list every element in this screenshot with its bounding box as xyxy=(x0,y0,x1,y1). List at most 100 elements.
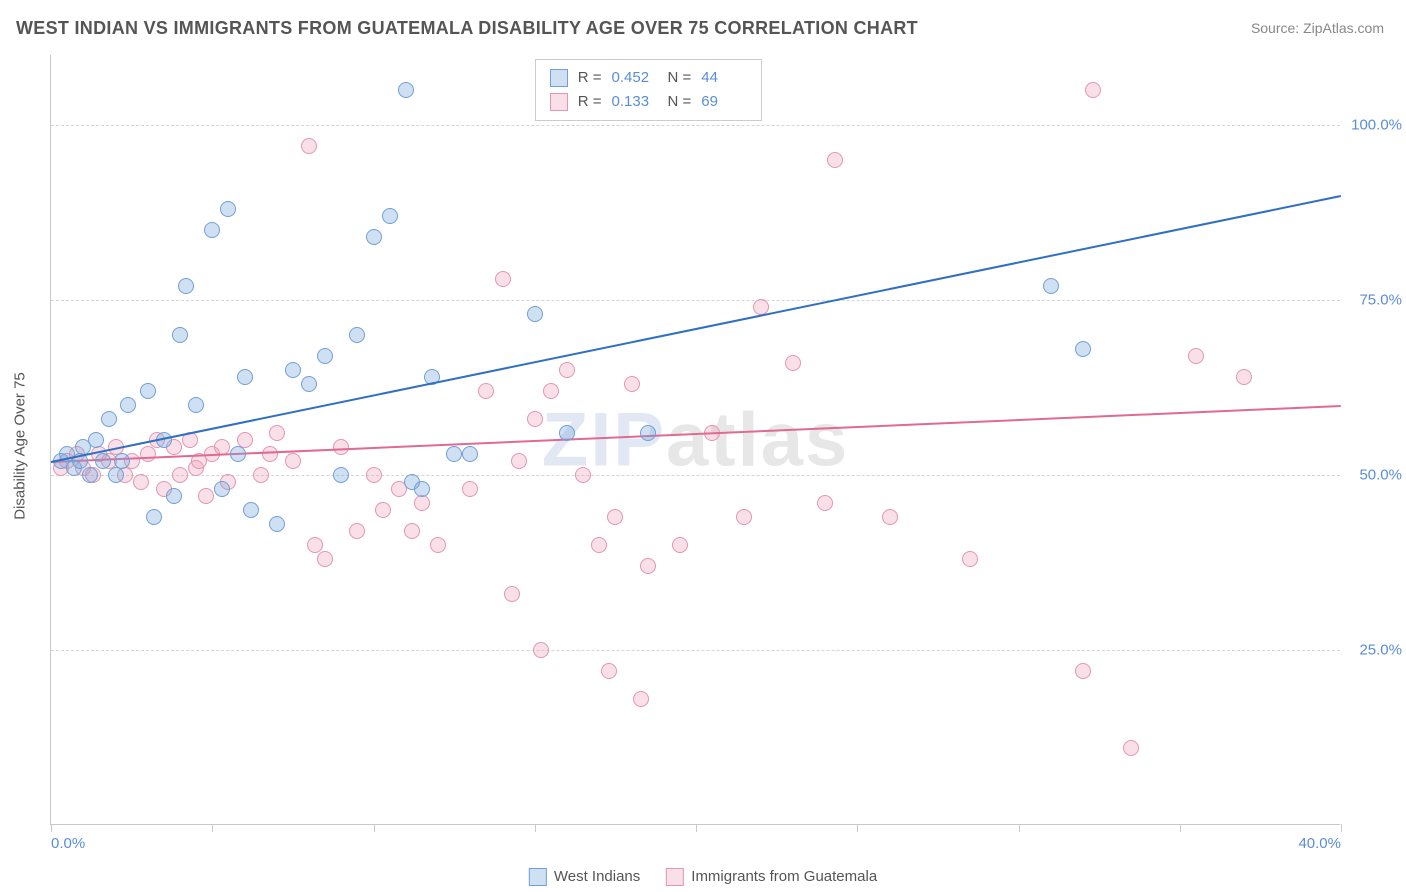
data-point-blue xyxy=(317,348,333,364)
gridline xyxy=(51,300,1340,301)
data-point-blue xyxy=(214,481,230,497)
legend-stats: R =0.452N =44R =0.133N =69 xyxy=(535,59,763,121)
data-point-pink xyxy=(317,551,333,567)
legend-item-blue: West Indians xyxy=(529,868,640,886)
data-point-blue xyxy=(95,453,111,469)
data-point-pink xyxy=(1075,663,1091,679)
xtick xyxy=(1019,824,1020,832)
data-point-pink xyxy=(640,558,656,574)
gridline xyxy=(51,475,1340,476)
data-point-blue xyxy=(269,516,285,532)
data-point-blue xyxy=(382,208,398,224)
source-name: ZipAtlas.com xyxy=(1303,20,1384,36)
legend-swatch-blue xyxy=(529,868,547,886)
data-point-pink xyxy=(140,446,156,462)
ytick-label: 25.0% xyxy=(1347,642,1402,659)
xtick-label: 40.0% xyxy=(1298,835,1341,852)
data-point-pink xyxy=(349,523,365,539)
data-point-pink xyxy=(1188,348,1204,364)
data-point-pink xyxy=(1085,82,1101,98)
data-point-blue xyxy=(108,467,124,483)
data-point-pink xyxy=(133,474,149,490)
data-point-pink xyxy=(414,495,430,511)
ytick-label: 50.0% xyxy=(1347,467,1402,484)
n-label: N = xyxy=(668,90,692,114)
xtick xyxy=(535,824,536,832)
y-axis-label: Disability Age Over 75 xyxy=(12,372,29,520)
xtick xyxy=(1341,824,1342,832)
data-point-blue xyxy=(1075,341,1091,357)
data-point-pink xyxy=(785,355,801,371)
data-point-pink xyxy=(817,495,833,511)
data-point-pink xyxy=(504,586,520,602)
chart-title: WEST INDIAN VS IMMIGRANTS FROM GUATEMALA… xyxy=(16,18,918,39)
data-point-blue xyxy=(559,425,575,441)
data-point-blue xyxy=(349,327,365,343)
data-point-pink xyxy=(478,383,494,399)
data-point-blue xyxy=(640,425,656,441)
data-point-pink xyxy=(285,453,301,469)
data-point-blue xyxy=(237,369,253,385)
r-label: R = xyxy=(578,90,602,114)
legend-swatch-pink xyxy=(550,93,568,111)
data-point-blue xyxy=(172,327,188,343)
ytick-label: 100.0% xyxy=(1347,117,1402,134)
data-point-blue xyxy=(230,446,246,462)
plot-area: ZIPatlas 25.0%50.0%75.0%100.0%0.0%40.0%R… xyxy=(50,55,1340,825)
data-point-pink xyxy=(882,509,898,525)
data-point-pink xyxy=(307,537,323,553)
data-point-blue xyxy=(82,467,98,483)
xtick xyxy=(696,824,697,832)
data-point-pink xyxy=(575,467,591,483)
data-point-pink xyxy=(404,523,420,539)
data-point-pink xyxy=(591,537,607,553)
chart-container: WEST INDIAN VS IMMIGRANTS FROM GUATEMALA… xyxy=(0,0,1406,892)
n-label: N = xyxy=(668,66,692,90)
data-point-pink xyxy=(333,439,349,455)
data-point-blue xyxy=(178,278,194,294)
data-point-pink xyxy=(672,537,688,553)
data-point-pink xyxy=(172,467,188,483)
xtick xyxy=(51,824,52,832)
r-label: R = xyxy=(578,66,602,90)
data-point-pink xyxy=(375,502,391,518)
data-point-blue xyxy=(140,383,156,399)
data-point-blue xyxy=(414,481,430,497)
data-point-pink xyxy=(633,691,649,707)
data-point-pink xyxy=(559,362,575,378)
gridline xyxy=(51,650,1340,651)
data-point-pink xyxy=(1236,369,1252,385)
data-point-pink xyxy=(527,411,543,427)
data-point-pink xyxy=(495,271,511,287)
r-value-pink: 0.133 xyxy=(612,90,658,114)
xtick xyxy=(857,824,858,832)
data-point-pink xyxy=(198,488,214,504)
data-point-pink xyxy=(962,551,978,567)
data-point-pink xyxy=(624,376,640,392)
data-point-blue xyxy=(146,509,162,525)
xtick xyxy=(212,824,213,832)
n-value-pink: 69 xyxy=(701,90,747,114)
data-point-pink xyxy=(301,138,317,154)
data-point-pink xyxy=(533,642,549,658)
legend-swatch-blue xyxy=(550,69,568,87)
gridline xyxy=(51,125,1340,126)
source-label: Source: ZipAtlas.com xyxy=(1251,20,1384,36)
legend-item-pink: Immigrants from Guatemala xyxy=(666,868,877,886)
data-point-blue xyxy=(204,222,220,238)
r-value-blue: 0.452 xyxy=(612,66,658,90)
watermark-rest: atlas xyxy=(666,397,849,482)
data-point-pink xyxy=(253,467,269,483)
data-point-blue xyxy=(446,446,462,462)
legend-stats-row-blue: R =0.452N =44 xyxy=(550,66,748,90)
legend-stats-row-pink: R = 0.133 N = 69 xyxy=(550,90,748,114)
data-point-pink xyxy=(366,467,382,483)
data-point-pink xyxy=(262,446,278,462)
data-point-blue xyxy=(188,397,204,413)
data-point-pink xyxy=(462,481,478,497)
data-point-blue xyxy=(220,201,236,217)
data-point-pink xyxy=(430,537,446,553)
legend-label-blue: West Indians xyxy=(554,868,640,885)
data-point-blue xyxy=(398,82,414,98)
data-point-pink xyxy=(543,383,559,399)
